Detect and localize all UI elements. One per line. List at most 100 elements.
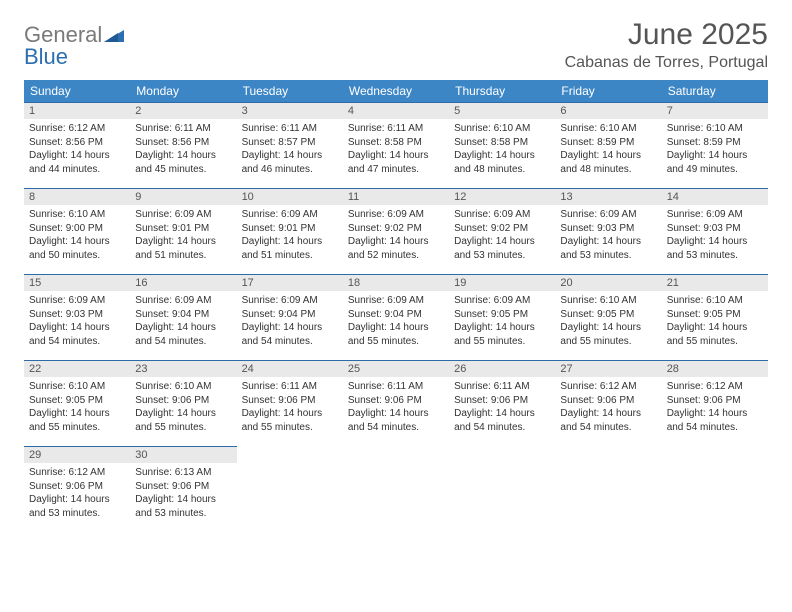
calendar-cell: 25Sunrise: 6:11 AMSunset: 9:06 PMDayligh…: [343, 361, 449, 447]
title-block: June 2025 Cabanas de Torres, Portugal: [565, 18, 768, 72]
sunset-line: Sunset: 9:05 PM: [560, 308, 656, 322]
day-number: 18: [343, 275, 449, 291]
day-body: Sunrise: 6:11 AMSunset: 9:06 PMDaylight:…: [343, 377, 449, 439]
calendar-row: 15Sunrise: 6:09 AMSunset: 9:03 PMDayligh…: [24, 275, 768, 361]
day-body: Sunrise: 6:09 AMSunset: 9:01 PMDaylight:…: [237, 205, 343, 267]
sunrise-line: Sunrise: 6:12 AM: [560, 380, 656, 394]
daylight-line-1: Daylight: 14 hours: [29, 321, 125, 335]
daylight-line-1: Daylight: 14 hours: [454, 321, 550, 335]
day-body: Sunrise: 6:10 AMSunset: 9:05 PMDaylight:…: [662, 291, 768, 353]
day-number: 12: [449, 189, 555, 205]
daylight-line-2: and 55 minutes.: [135, 421, 231, 435]
day-body: Sunrise: 6:09 AMSunset: 9:03 PMDaylight:…: [662, 205, 768, 267]
calendar-cell: 2 Sunrise: 6:11 AMSunset: 8:56 PMDaylight…: [130, 103, 236, 189]
daylight-line-1: Daylight: 14 hours: [242, 149, 338, 163]
daylight-line-2: and 54 minutes.: [348, 421, 444, 435]
sunset-line: Sunset: 9:02 PM: [348, 222, 444, 236]
month-title: June 2025: [565, 18, 768, 52]
day-body: Sunrise: 6:11 AMSunset: 9:06 PMDaylight:…: [449, 377, 555, 439]
daylight-line-1: Daylight: 14 hours: [560, 235, 656, 249]
sunset-line: Sunset: 9:04 PM: [135, 308, 231, 322]
daylight-line-1: Daylight: 14 hours: [135, 493, 231, 507]
daylight-line-1: Daylight: 14 hours: [667, 235, 763, 249]
calendar-page: General Blue June 2025 Cabanas de Torres…: [0, 0, 792, 533]
calendar-cell: 19Sunrise: 6:09 AMSunset: 9:05 PMDayligh…: [449, 275, 555, 361]
sunrise-line: Sunrise: 6:10 AM: [29, 380, 125, 394]
sunrise-line: Sunrise: 6:11 AM: [454, 380, 550, 394]
daylight-line-1: Daylight: 14 hours: [135, 149, 231, 163]
calendar-cell: 13Sunrise: 6:09 AMSunset: 9:03 PMDayligh…: [555, 189, 661, 275]
daylight-line-2: and 48 minutes.: [560, 163, 656, 177]
sunrise-line: Sunrise: 6:10 AM: [454, 122, 550, 136]
daylight-line-1: Daylight: 14 hours: [29, 149, 125, 163]
sunrise-line: Sunrise: 6:09 AM: [242, 208, 338, 222]
day-number: 10: [237, 189, 343, 205]
daylight-line-2: and 53 minutes.: [560, 249, 656, 263]
daylight-line-2: and 54 minutes.: [135, 335, 231, 349]
calendar-cell: 7Sunrise: 6:10 AMSunset: 8:59 PMDaylight…: [662, 103, 768, 189]
day-number: 2: [130, 103, 236, 119]
sunset-line: Sunset: 9:01 PM: [135, 222, 231, 236]
calendar-cell: 17Sunrise: 6:09 AMSunset: 9:04 PMDayligh…: [237, 275, 343, 361]
sunset-line: Sunset: 9:05 PM: [667, 308, 763, 322]
daylight-line-2: and 44 minutes.: [29, 163, 125, 177]
sunrise-line: Sunrise: 6:09 AM: [29, 294, 125, 308]
calendar-cell: 8Sunrise: 6:10 AMSunset: 9:00 PMDaylight…: [24, 189, 130, 275]
daylight-line-2: and 53 minutes.: [454, 249, 550, 263]
daylight-line-2: and 55 minutes.: [454, 335, 550, 349]
sunrise-line: Sunrise: 6:10 AM: [667, 122, 763, 136]
sunrise-line: Sunrise: 6:10 AM: [135, 380, 231, 394]
daylight-line-2: and 54 minutes.: [242, 335, 338, 349]
day-number: 24: [237, 361, 343, 377]
day-number: 19: [449, 275, 555, 291]
sunset-line: Sunset: 9:05 PM: [29, 394, 125, 408]
calendar-row: 8Sunrise: 6:10 AMSunset: 9:00 PMDaylight…: [24, 189, 768, 275]
sunrise-line: Sunrise: 6:09 AM: [454, 294, 550, 308]
day-body: Sunrise: 6:10 AMSunset: 9:00 PMDaylight:…: [24, 205, 130, 267]
daylight-line-1: Daylight: 14 hours: [667, 407, 763, 421]
day-number: 20: [555, 275, 661, 291]
day-number: 14: [662, 189, 768, 205]
sunset-line: Sunset: 8:56 PM: [29, 136, 125, 150]
calendar-cell: 9Sunrise: 6:09 AMSunset: 9:01 PMDaylight…: [130, 189, 236, 275]
calendar-cell: 30Sunrise: 6:13 AMSunset: 9:06 PMDayligh…: [130, 447, 236, 533]
day-body: Sunrise: 6:09 AMSunset: 9:04 PMDaylight:…: [130, 291, 236, 353]
sunrise-line: Sunrise: 6:09 AM: [454, 208, 550, 222]
daylight-line-2: and 55 minutes.: [667, 335, 763, 349]
sunset-line: Sunset: 8:59 PM: [560, 136, 656, 150]
calendar-cell: [449, 447, 555, 533]
daylight-line-1: Daylight: 14 hours: [348, 235, 444, 249]
sunset-line: Sunset: 9:06 PM: [667, 394, 763, 408]
calendar-cell: [343, 447, 449, 533]
daylight-line-2: and 54 minutes.: [29, 335, 125, 349]
day-body: Sunrise: 6:13 AMSunset: 9:06 PMDaylight:…: [130, 463, 236, 525]
daylight-line-1: Daylight: 14 hours: [348, 321, 444, 335]
brand-logo: General Blue: [24, 24, 124, 68]
sunset-line: Sunset: 9:06 PM: [348, 394, 444, 408]
sunset-line: Sunset: 9:06 PM: [560, 394, 656, 408]
weekday-header: Wednesday: [343, 80, 449, 103]
calendar-cell: 28Sunrise: 6:12 AMSunset: 9:06 PMDayligh…: [662, 361, 768, 447]
sunset-line: Sunset: 9:04 PM: [242, 308, 338, 322]
sunset-line: Sunset: 9:03 PM: [560, 222, 656, 236]
sunset-line: Sunset: 9:06 PM: [135, 394, 231, 408]
sunrise-line: Sunrise: 6:11 AM: [135, 122, 231, 136]
day-number: 26: [449, 361, 555, 377]
brand-mark-icon: [104, 24, 124, 46]
day-number: 7: [662, 103, 768, 119]
daylight-line-2: and 55 minutes.: [242, 421, 338, 435]
daylight-line-2: and 54 minutes.: [454, 421, 550, 435]
day-body: Sunrise: 6:12 AMSunset: 9:06 PMDaylight:…: [24, 463, 130, 525]
sunset-line: Sunset: 8:56 PM: [135, 136, 231, 150]
calendar-cell: 16Sunrise: 6:09 AMSunset: 9:04 PMDayligh…: [130, 275, 236, 361]
daylight-line-1: Daylight: 14 hours: [29, 235, 125, 249]
day-body: Sunrise: 6:12 AMSunset: 9:06 PMDaylight:…: [555, 377, 661, 439]
sunrise-line: Sunrise: 6:09 AM: [560, 208, 656, 222]
calendar-cell: 26Sunrise: 6:11 AMSunset: 9:06 PMDayligh…: [449, 361, 555, 447]
day-body: Sunrise: 6:10 AMSunset: 9:05 PMDaylight:…: [24, 377, 130, 439]
day-body: Sunrise: 6:09 AMSunset: 9:04 PMDaylight:…: [343, 291, 449, 353]
sunrise-line: Sunrise: 6:09 AM: [135, 208, 231, 222]
weekday-header: Saturday: [662, 80, 768, 103]
daylight-line-1: Daylight: 14 hours: [135, 407, 231, 421]
day-number: 21: [662, 275, 768, 291]
